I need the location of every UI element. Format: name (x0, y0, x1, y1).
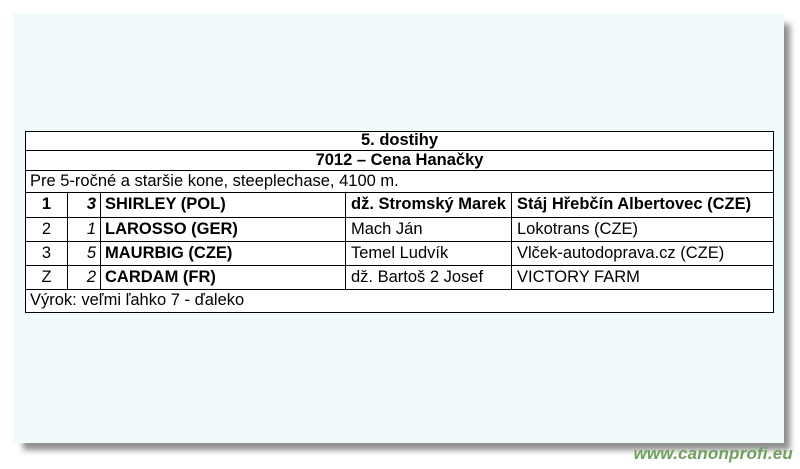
start-number-cell: 2 (67, 265, 101, 290)
rider-cell: dž. Stromský Marek (345, 192, 512, 218)
result-row-3: 3 5 MAURBIG (CZE) Temel Ludvík Vlček-aut… (25, 241, 774, 266)
watermark-text: www.canonprofi.eu (633, 444, 793, 463)
document-page: 5. dostihy 7012 – Cena Hanačky Pre 5-roč… (13, 13, 784, 443)
start-number-cell: 1 (67, 217, 101, 242)
race-title-row: 7012 – Cena Hanačky (25, 150, 774, 171)
horse-cell: SHIRLEY (POL) (100, 192, 346, 218)
start-number-cell: 5 (67, 241, 101, 266)
result-row-2: 2 1 LAROSSO (GER) Mach Ján Lokotrans (CZ… (25, 217, 774, 242)
owner-cell: Vlček-autodoprava.cz (CZE) (511, 241, 774, 266)
race-verdict: Výrok: veľmi ľahko 7 - ďaleko (25, 289, 774, 313)
horse-cell: MAURBIG (CZE) (100, 241, 346, 266)
rider-cell: Mach Ján (345, 217, 512, 242)
position-cell: 2 (25, 217, 68, 242)
race-conditions-row: Pre 5-ročné a staršie kone, steeplechase… (25, 170, 774, 193)
position-cell: 3 (25, 241, 68, 266)
start-number-cell: 3 (67, 192, 101, 218)
race-results-table: 5. dostihy 7012 – Cena Hanačky Pre 5-roč… (25, 131, 774, 313)
horse-cell: CARDAM (FR) (100, 265, 346, 290)
result-row-1: 1 3 SHIRLEY (POL) dž. Stromský Marek Stá… (25, 192, 774, 218)
race-conditions: Pre 5-ročné a staršie kone, steeplechase… (25, 170, 774, 193)
owner-cell: Lokotrans (CZE) (511, 217, 774, 242)
owner-cell: Stáj Hřebčín Albertovec (CZE) (511, 192, 774, 218)
race-number-title: 5. dostihy (25, 131, 774, 151)
rider-cell: dž. Bartoš 2 Josef (345, 265, 512, 290)
result-row-4: Z 2 CARDAM (FR) dž. Bartoš 2 Josef VICTO… (25, 265, 774, 290)
position-cell: Z (25, 265, 68, 290)
race-header-row: 5. dostihy (25, 131, 774, 151)
race-verdict-row: Výrok: veľmi ľahko 7 - ďaleko (25, 289, 774, 313)
horse-cell: LAROSSO (GER) (100, 217, 346, 242)
position-cell: 1 (25, 192, 68, 218)
owner-cell: VICTORY FARM (511, 265, 774, 290)
rider-cell: Temel Ludvík (345, 241, 512, 266)
race-name-title: 7012 – Cena Hanačky (25, 150, 774, 171)
